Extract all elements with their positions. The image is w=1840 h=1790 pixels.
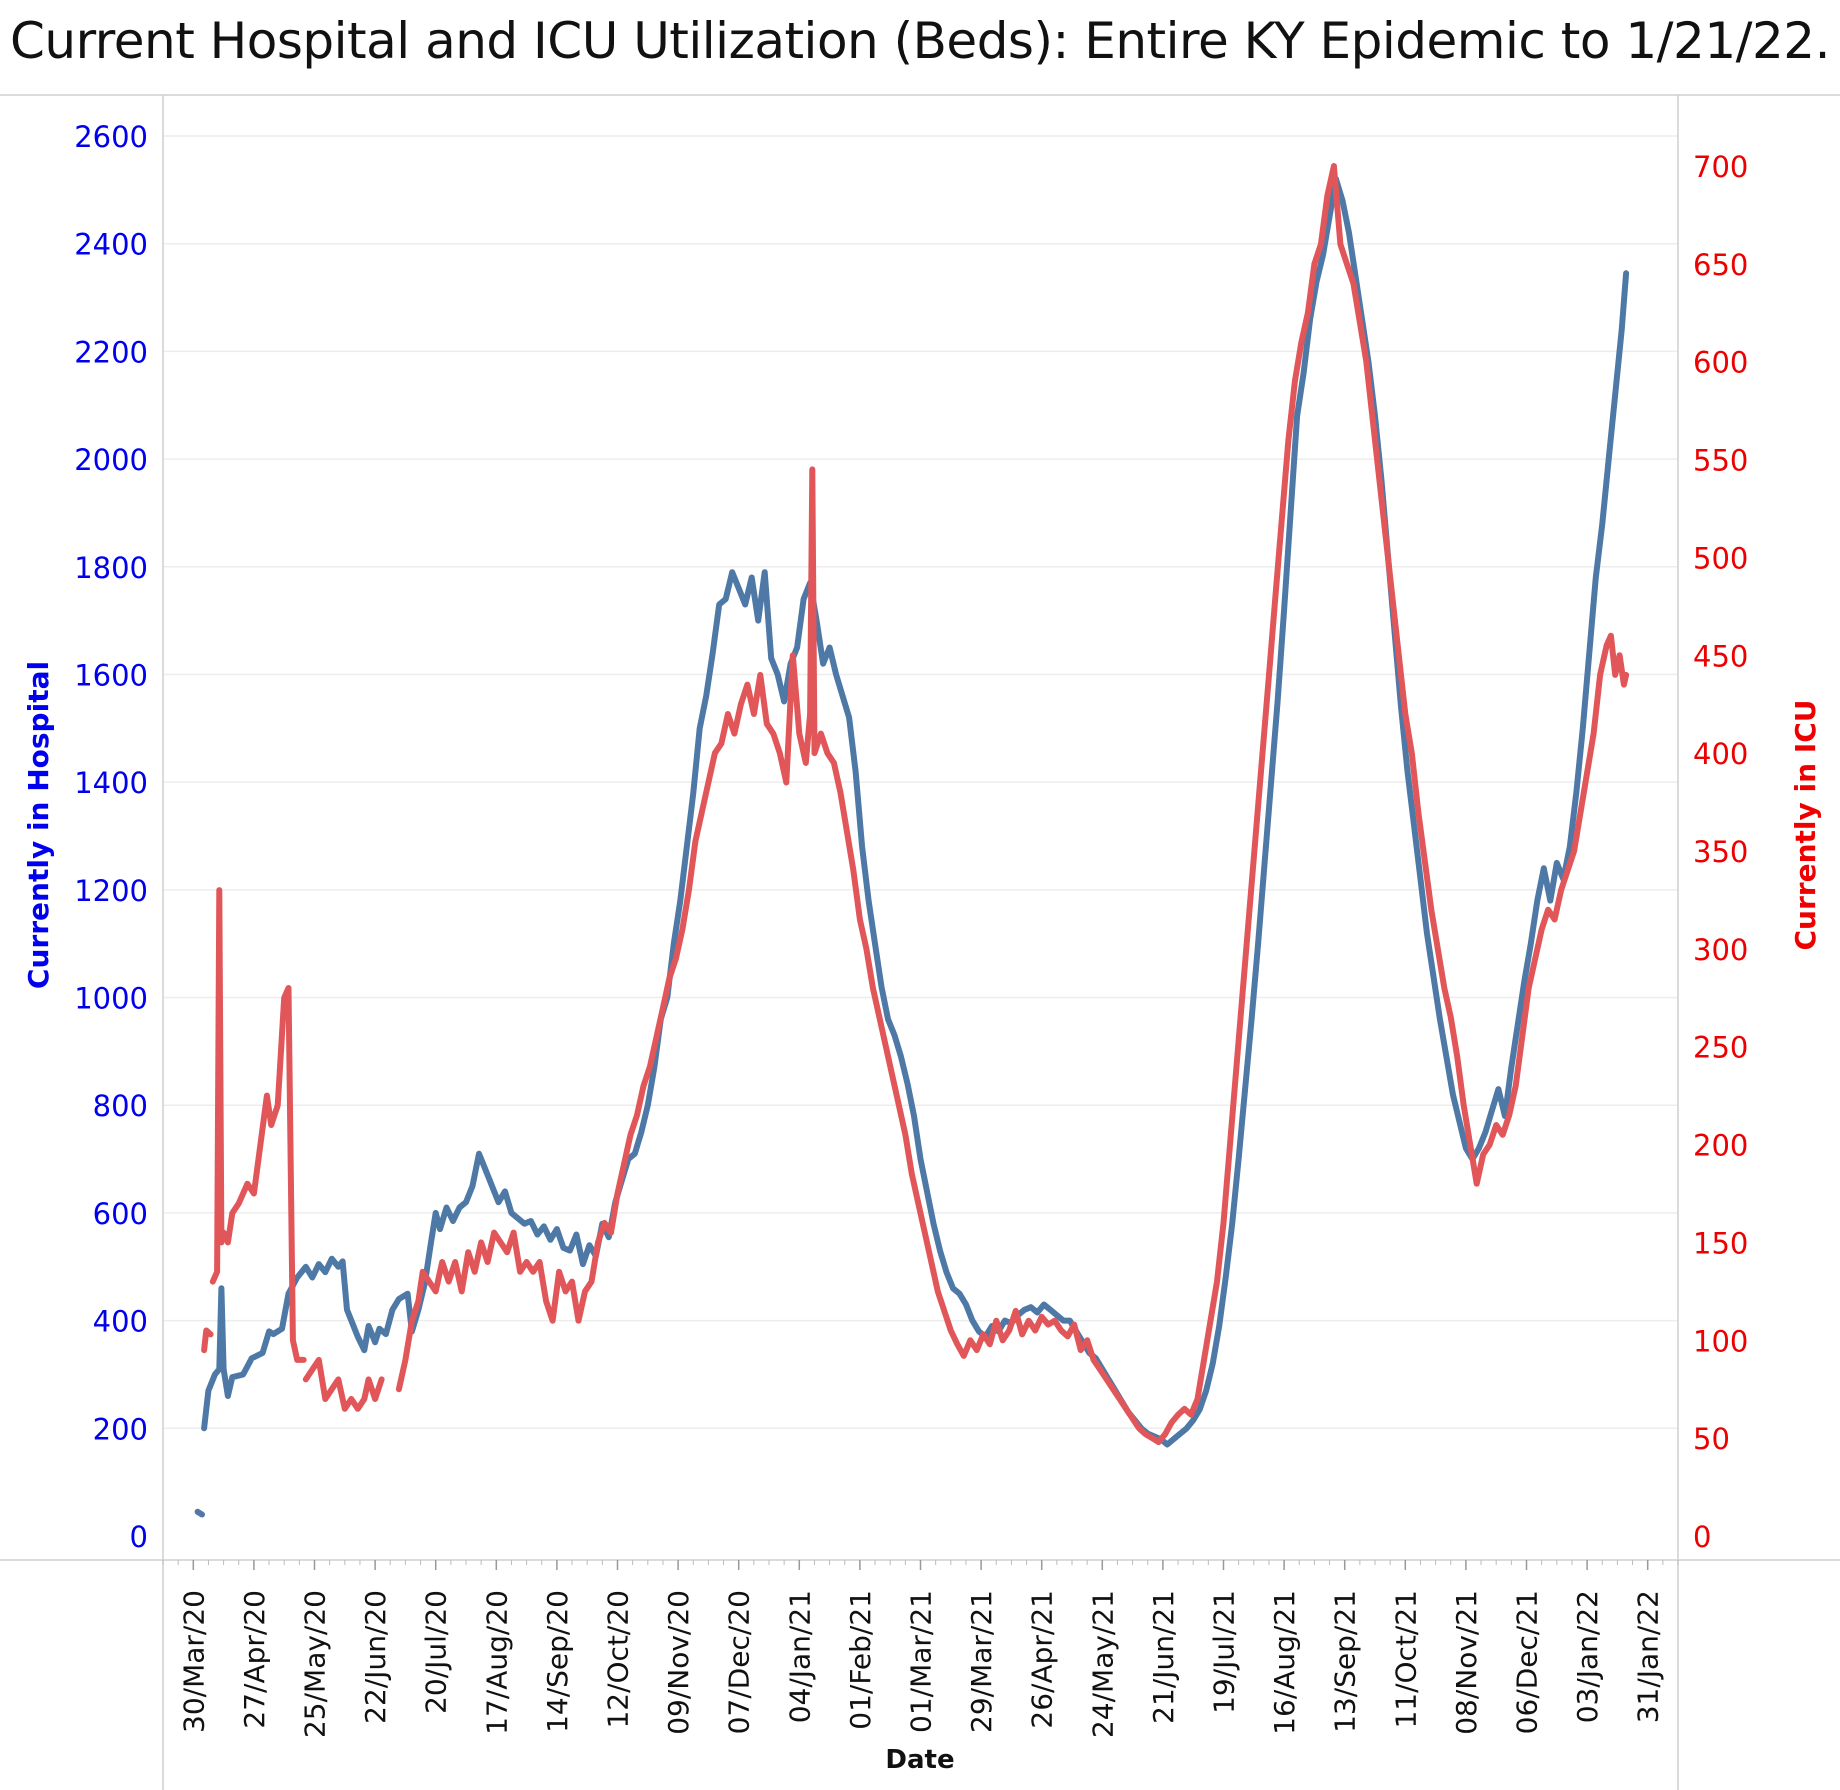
- y-tick-label-right: 50: [1693, 1422, 1730, 1456]
- x-tick-label: 01/Mar/21: [905, 1590, 938, 1733]
- x-tick-label: 08/Nov/21: [1450, 1590, 1483, 1735]
- y-tick-label-right: 550: [1693, 444, 1748, 478]
- y-tick-label-left: 2400: [74, 228, 148, 262]
- x-tick-label: 07/Dec/20: [723, 1590, 756, 1734]
- y-tick-label-left: 0: [130, 1520, 148, 1554]
- y-tick-label-left: 400: [93, 1305, 148, 1339]
- y-tick-label-right: 700: [1693, 150, 1748, 184]
- x-tick-label: 14/Sep/20: [541, 1590, 574, 1733]
- y-tick-label-right: 100: [1693, 1324, 1748, 1358]
- series-layer: [194, 163, 1630, 1518]
- y-tick-label-left: 2000: [74, 443, 148, 477]
- y-tick-label-left: 1800: [74, 551, 148, 585]
- y-tick-label-left: 1400: [74, 766, 148, 800]
- y-tick-label-right: 650: [1693, 248, 1748, 282]
- y-tick-label-left: 200: [93, 1412, 148, 1446]
- icu-line-segment: [201, 1327, 214, 1354]
- x-tick-label: 25/May/20: [299, 1590, 332, 1738]
- y-tick-label-left: 1600: [74, 658, 148, 692]
- x-tick-label: 19/Jul/21: [1208, 1590, 1241, 1714]
- x-tick-label: 26/Apr/21: [1026, 1590, 1059, 1729]
- x-tick-label: 06/Dec/21: [1511, 1590, 1544, 1734]
- y-tick-label-right: 200: [1693, 1129, 1748, 1163]
- x-tick-label: 27/Apr/20: [238, 1590, 271, 1729]
- grid-layer: [163, 135, 1678, 1430]
- x-tick-label: 12/Oct/20: [602, 1590, 635, 1729]
- y-tick-label-right: 500: [1693, 541, 1748, 575]
- x-tick-label: 17/Aug/20: [480, 1590, 513, 1735]
- x-tick-label: 29/Mar/21: [965, 1590, 998, 1733]
- icu-line-segment: [395, 163, 1630, 1446]
- icu-line-segment: [302, 1356, 385, 1412]
- y-tick-label-left: 1200: [74, 874, 148, 908]
- right-axis: 0 50 100 150 200 250 300 350 400 450 500 550 600 650 7…: [1693, 150, 1748, 1554]
- y-axis-label-left: Currently in Hospital: [22, 661, 55, 989]
- x-tick-label: 11/Oct/21: [1389, 1590, 1422, 1729]
- x-tick-label: 16/Aug/21: [1268, 1590, 1301, 1735]
- y-tick-label-right: 300: [1693, 933, 1748, 967]
- x-tick-label: 21/Jun/21: [1147, 1590, 1180, 1724]
- y-tick-label-left: 2200: [74, 335, 148, 369]
- x-tick-label: 22/Jun/20: [359, 1590, 392, 1724]
- x-tick-label: 30/Mar/20: [177, 1590, 210, 1733]
- hospital-line-segment: [194, 1508, 205, 1518]
- x-axis: 30/Mar/20 27/Apr/20 25/May/20 22/Jun/20 20/J…: [162, 1560, 1679, 1738]
- x-axis-label: Date: [885, 1745, 954, 1775]
- icu-line-segment: [209, 887, 307, 1363]
- y-tick-label-right: 450: [1693, 639, 1748, 673]
- x-tick-label: 31/Jan/22: [1632, 1590, 1665, 1723]
- series-icu: [201, 163, 1630, 1446]
- x-tick-label: 13/Sep/21: [1329, 1590, 1362, 1733]
- y-tick-label-left: 1000: [74, 982, 148, 1016]
- y-tick-label-right: 600: [1693, 346, 1748, 380]
- x-tick-label: 24/May/21: [1086, 1590, 1119, 1738]
- x-tick-label: 20/Jul/20: [420, 1590, 453, 1714]
- x-tick-label: 09/Nov/20: [662, 1590, 695, 1735]
- x-tick-label: 04/Jan/21: [783, 1590, 816, 1723]
- chart-title: Current Hospital and ICU Utilization (Be…: [10, 12, 1831, 70]
- y-tick-label-left: 2600: [74, 120, 148, 154]
- y-tick-label-right: 250: [1693, 1031, 1748, 1065]
- y-tick-label-right: 400: [1693, 737, 1748, 771]
- x-tick-label: 01/Feb/21: [844, 1590, 877, 1730]
- y-tick-label-right: 0: [1693, 1520, 1711, 1554]
- y-tick-label-left: 600: [93, 1197, 148, 1231]
- hospital-line-segment: [201, 176, 1630, 1448]
- x-tick-label: 03/Jan/22: [1571, 1590, 1604, 1723]
- plot-frame: [0, 94, 1840, 1790]
- left-axis: 0 200 400 600 800 1000 1200 1400 1600 1800 2000 220…: [74, 120, 148, 1554]
- y-tick-label-right: 150: [1693, 1226, 1748, 1260]
- y-tick-label-right: 350: [1693, 835, 1748, 869]
- y-axis-label-right: Currently in ICU: [1789, 700, 1822, 951]
- y-tick-label-left: 800: [93, 1089, 148, 1123]
